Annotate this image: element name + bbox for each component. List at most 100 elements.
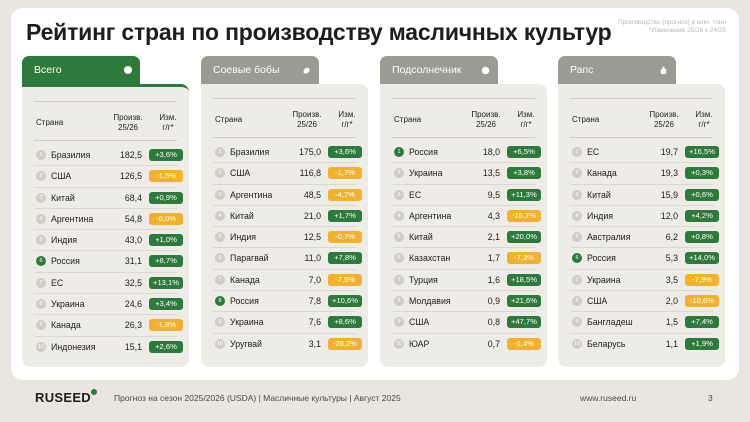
change-badge: +21,6% xyxy=(507,295,541,308)
column-header-line: г/г* xyxy=(520,120,532,129)
column-header-line: Изм. xyxy=(517,110,535,119)
production-value: 182,5 xyxy=(119,150,142,160)
rank-badge: 7 xyxy=(215,274,225,285)
country-name: Бразилия xyxy=(230,147,270,157)
production-value: 4,3 xyxy=(487,210,500,221)
tab-label: Соевые бобы xyxy=(213,64,280,76)
table-row: 4 Аргентина 4,3 -15,7% xyxy=(380,206,547,228)
production-value: 126,5 xyxy=(119,171,142,182)
tab-crop[interactable]: Подсолнечник xyxy=(380,56,498,84)
production-value: 68,4 xyxy=(124,192,142,203)
rank-badge: 2 xyxy=(36,171,46,182)
divider xyxy=(392,137,535,138)
change-badge: +8,7% xyxy=(149,255,183,268)
table-row: 2 Канада 19,3 +0,3% xyxy=(558,163,725,185)
soybean-icon xyxy=(302,66,311,75)
tab-label: Всего xyxy=(34,64,62,76)
change-badge: -1,7% xyxy=(328,167,362,180)
production-value: 2,1 xyxy=(487,232,500,243)
column-header-change: Изм. г/г* xyxy=(329,110,365,130)
change-badge: +47,7% xyxy=(507,316,541,329)
column-header-line: г/г* xyxy=(698,120,710,129)
country-name: США xyxy=(409,317,430,328)
column-header-production: Произв. 25/26 xyxy=(108,113,148,133)
units-note-line: *Изменение 25/26 к 24/25 xyxy=(648,27,726,34)
rank-badge: 6 xyxy=(36,256,46,267)
change-badge: +11,3% xyxy=(507,188,541,201)
country-name: Аргентина xyxy=(51,213,94,224)
rank-badge: 6 xyxy=(572,253,582,264)
country-name: Украина xyxy=(230,317,264,328)
country-name: Россия xyxy=(409,147,438,157)
production-value: 7,0 xyxy=(308,274,321,285)
production-value: 0,9 xyxy=(487,296,500,307)
production-value: 19,7 xyxy=(660,147,678,157)
production-value: 7,8 xyxy=(308,296,321,307)
production-value: 12,5 xyxy=(303,232,321,243)
column-header-production: Произв. 25/26 xyxy=(287,110,327,130)
change-badge: +8,6% xyxy=(328,316,362,329)
column-header-line: Произв. xyxy=(292,110,322,119)
circle-icon xyxy=(123,66,132,75)
change-badge: +0,8% xyxy=(685,231,719,244)
country-name: Украина xyxy=(51,299,85,310)
table-row: 8 Украина 24,6 +3,4% xyxy=(22,294,189,316)
table-body: 1 Россия 18,0 +6,5% 2 Украина 13,5 +3,8% 3 ЕС 9,5 +… xyxy=(380,142,547,355)
table-row: 3 Аргентина 48,5 -4,7% xyxy=(201,185,368,207)
table-row: 7 Украина 3,5 -7,9% xyxy=(558,270,725,292)
change-badge: +4,2% xyxy=(685,209,719,222)
production-value: 1,5 xyxy=(665,317,678,328)
column-header-line: 25/26 xyxy=(475,120,497,129)
country-name: Украина xyxy=(587,274,621,285)
table-row: 2 Украина 13,5 +3,8% xyxy=(380,163,547,185)
table-row: 5 Индия 43,0 +1,0% xyxy=(22,230,189,252)
production-value: 18,0 xyxy=(482,147,500,157)
divider xyxy=(213,137,356,138)
production-value: 1,1 xyxy=(665,338,678,349)
table-row: 9 Украина 7,6 +8,6% xyxy=(201,312,368,334)
country-name: ЕС xyxy=(587,147,600,157)
change-badge: +3,6% xyxy=(149,149,183,161)
table-body: 1 ЕС 19,7 +16,5% 2 Канада 19,3 +0,3% 3 Китай 15,9 +… xyxy=(558,142,725,355)
rank-badge: 6 xyxy=(394,253,404,264)
rank-badge: 10 xyxy=(215,338,225,349)
production-value: 12,0 xyxy=(660,210,678,221)
change-badge: +2,6% xyxy=(149,340,183,353)
production-value: 116,8 xyxy=(299,168,321,179)
tab-crop[interactable]: Всего xyxy=(22,56,140,84)
tab-crop[interactable]: Соевые бобы xyxy=(201,56,319,84)
ranking-table: Страна Произв. 25/26 Изм. г/г* 1 Бразилия 182,5… xyxy=(22,84,189,367)
country-name: Аргентина xyxy=(409,210,452,221)
ruseed-logo[interactable]: RUSEED xyxy=(35,390,91,405)
ranking-table: Страна Произв. 25/26 Изм. г/г* 1 ЕС 19,7 +16,5% 2… xyxy=(558,84,725,367)
country-name: ЕС xyxy=(409,189,422,200)
column-header-country: Страна xyxy=(394,115,422,124)
logo-mark-icon xyxy=(91,389,97,395)
country-name: Парагвай xyxy=(230,253,269,264)
tab-crop[interactable]: Рапс xyxy=(558,56,676,84)
column-header-line: 25/26 xyxy=(117,123,139,132)
country-name: США xyxy=(51,171,72,182)
footer-url-link[interactable]: www.ruseed.ru xyxy=(580,393,637,403)
table-header: Страна Произв. 25/26 Изм. г/г* xyxy=(380,108,547,134)
rank-badge: 10 xyxy=(36,341,46,352)
table-row: 4 Аргентина 54,8 -6,0% xyxy=(22,209,189,231)
country-name: Китай xyxy=(230,210,254,221)
units-note-line: Производство (прогноз) в млн. тонн xyxy=(618,19,726,26)
column-header-change: Изм. г/г* xyxy=(686,110,722,130)
rank-badge: 8 xyxy=(36,299,46,310)
change-badge: -7,3% xyxy=(507,252,541,265)
country-name: Индонезия xyxy=(51,341,96,352)
rank-badge: 3 xyxy=(36,192,46,203)
rank-badge: 8 xyxy=(215,296,225,307)
column-header-line: 25/26 xyxy=(653,120,675,129)
table-row: 6 Парагвай 11,0 +7,8% xyxy=(201,248,368,271)
divider xyxy=(213,98,356,99)
production-value: 7,6 xyxy=(308,317,321,328)
change-badge: +1,9% xyxy=(685,337,719,350)
country-name: Беларусь xyxy=(587,338,626,349)
country-name: Молдавия xyxy=(409,296,451,307)
production-value: 6,2 xyxy=(665,232,678,243)
rank-badge: 3 xyxy=(394,189,404,200)
production-value: 2,0 xyxy=(665,296,678,307)
